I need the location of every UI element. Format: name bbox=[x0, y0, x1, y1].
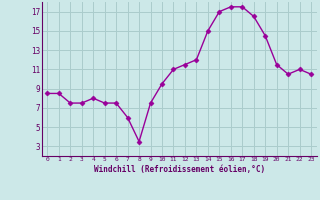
X-axis label: Windchill (Refroidissement éolien,°C): Windchill (Refroidissement éolien,°C) bbox=[94, 165, 265, 174]
